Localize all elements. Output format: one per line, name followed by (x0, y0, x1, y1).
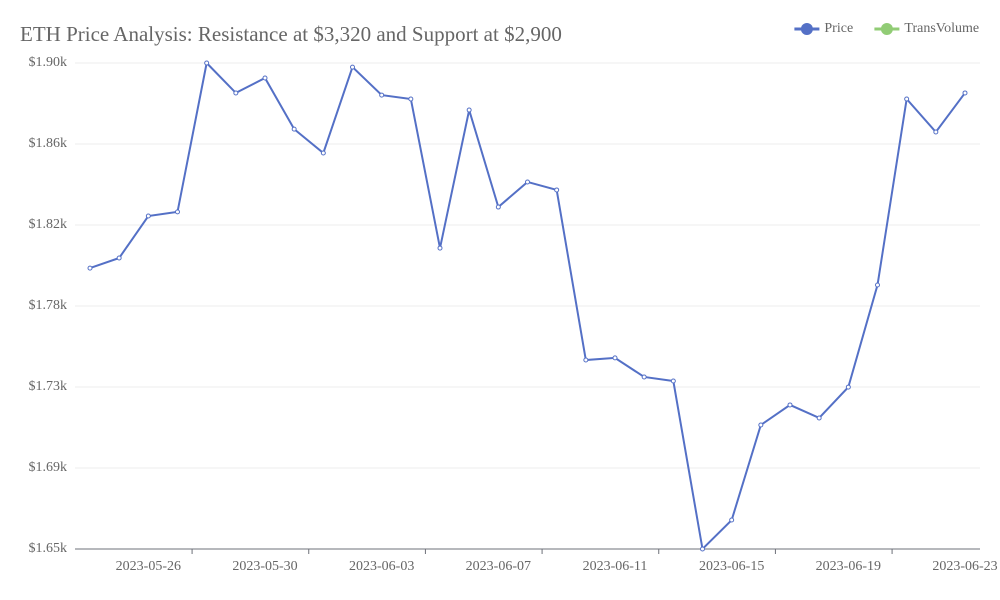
data-point (262, 75, 268, 81)
y-tick-label: $1.82k (29, 217, 68, 232)
y-tick-label: $1.86k (29, 136, 68, 151)
data-point (845, 384, 851, 390)
data-point (758, 422, 764, 428)
data-point (145, 213, 151, 219)
legend-swatch-dot (800, 23, 813, 35)
x-tick-label: 2023-06-11 (583, 559, 648, 574)
data-point (641, 374, 647, 380)
y-tick-label: $1.69k (29, 460, 68, 475)
data-point (700, 546, 705, 552)
data-point (787, 402, 793, 408)
legend-label: TransVolume (904, 21, 979, 36)
y-tick-label: $1.65k (29, 541, 68, 556)
data-point (437, 245, 443, 251)
data-point (204, 60, 210, 66)
data-point (816, 415, 822, 421)
data-point (525, 179, 530, 185)
x-tick-label: 2023-05-26 (116, 559, 181, 574)
data-point (583, 357, 589, 363)
data-point (320, 150, 326, 156)
x-tick-label: 2023-06-03 (349, 559, 414, 574)
data-point (670, 378, 676, 384)
data-point (291, 126, 297, 132)
data-point (87, 265, 93, 271)
x-tick-label: 2023-05-30 (232, 559, 297, 574)
data-point (875, 282, 880, 288)
y-tick-label: $1.73k (29, 379, 68, 394)
x-tick-label: 2023-06-19 (816, 559, 881, 574)
legend-swatch-dot (880, 23, 893, 35)
data-point (495, 204, 501, 210)
data-point (408, 96, 414, 102)
data-point (904, 96, 910, 102)
data-point (116, 255, 122, 261)
data-point (466, 107, 472, 113)
chart-title: ETH Price Analysis: Resistance at $3,320… (20, 22, 562, 46)
x-tick-label: 2023-06-23 (932, 559, 997, 574)
data-point (729, 517, 735, 523)
data-point (612, 355, 618, 361)
data-point (554, 187, 560, 193)
data-point (962, 90, 968, 96)
data-point (933, 129, 939, 135)
x-tick-label: 2023-06-15 (699, 559, 764, 574)
legend-label: Price (824, 21, 853, 36)
data-point (233, 90, 239, 96)
y-tick-label: $1.78k (29, 298, 68, 313)
data-point (175, 209, 180, 215)
x-tick-label: 2023-06-07 (466, 559, 531, 574)
y-tick-label: $1.90k (29, 55, 68, 70)
data-point (350, 64, 355, 70)
data-point (379, 92, 385, 98)
